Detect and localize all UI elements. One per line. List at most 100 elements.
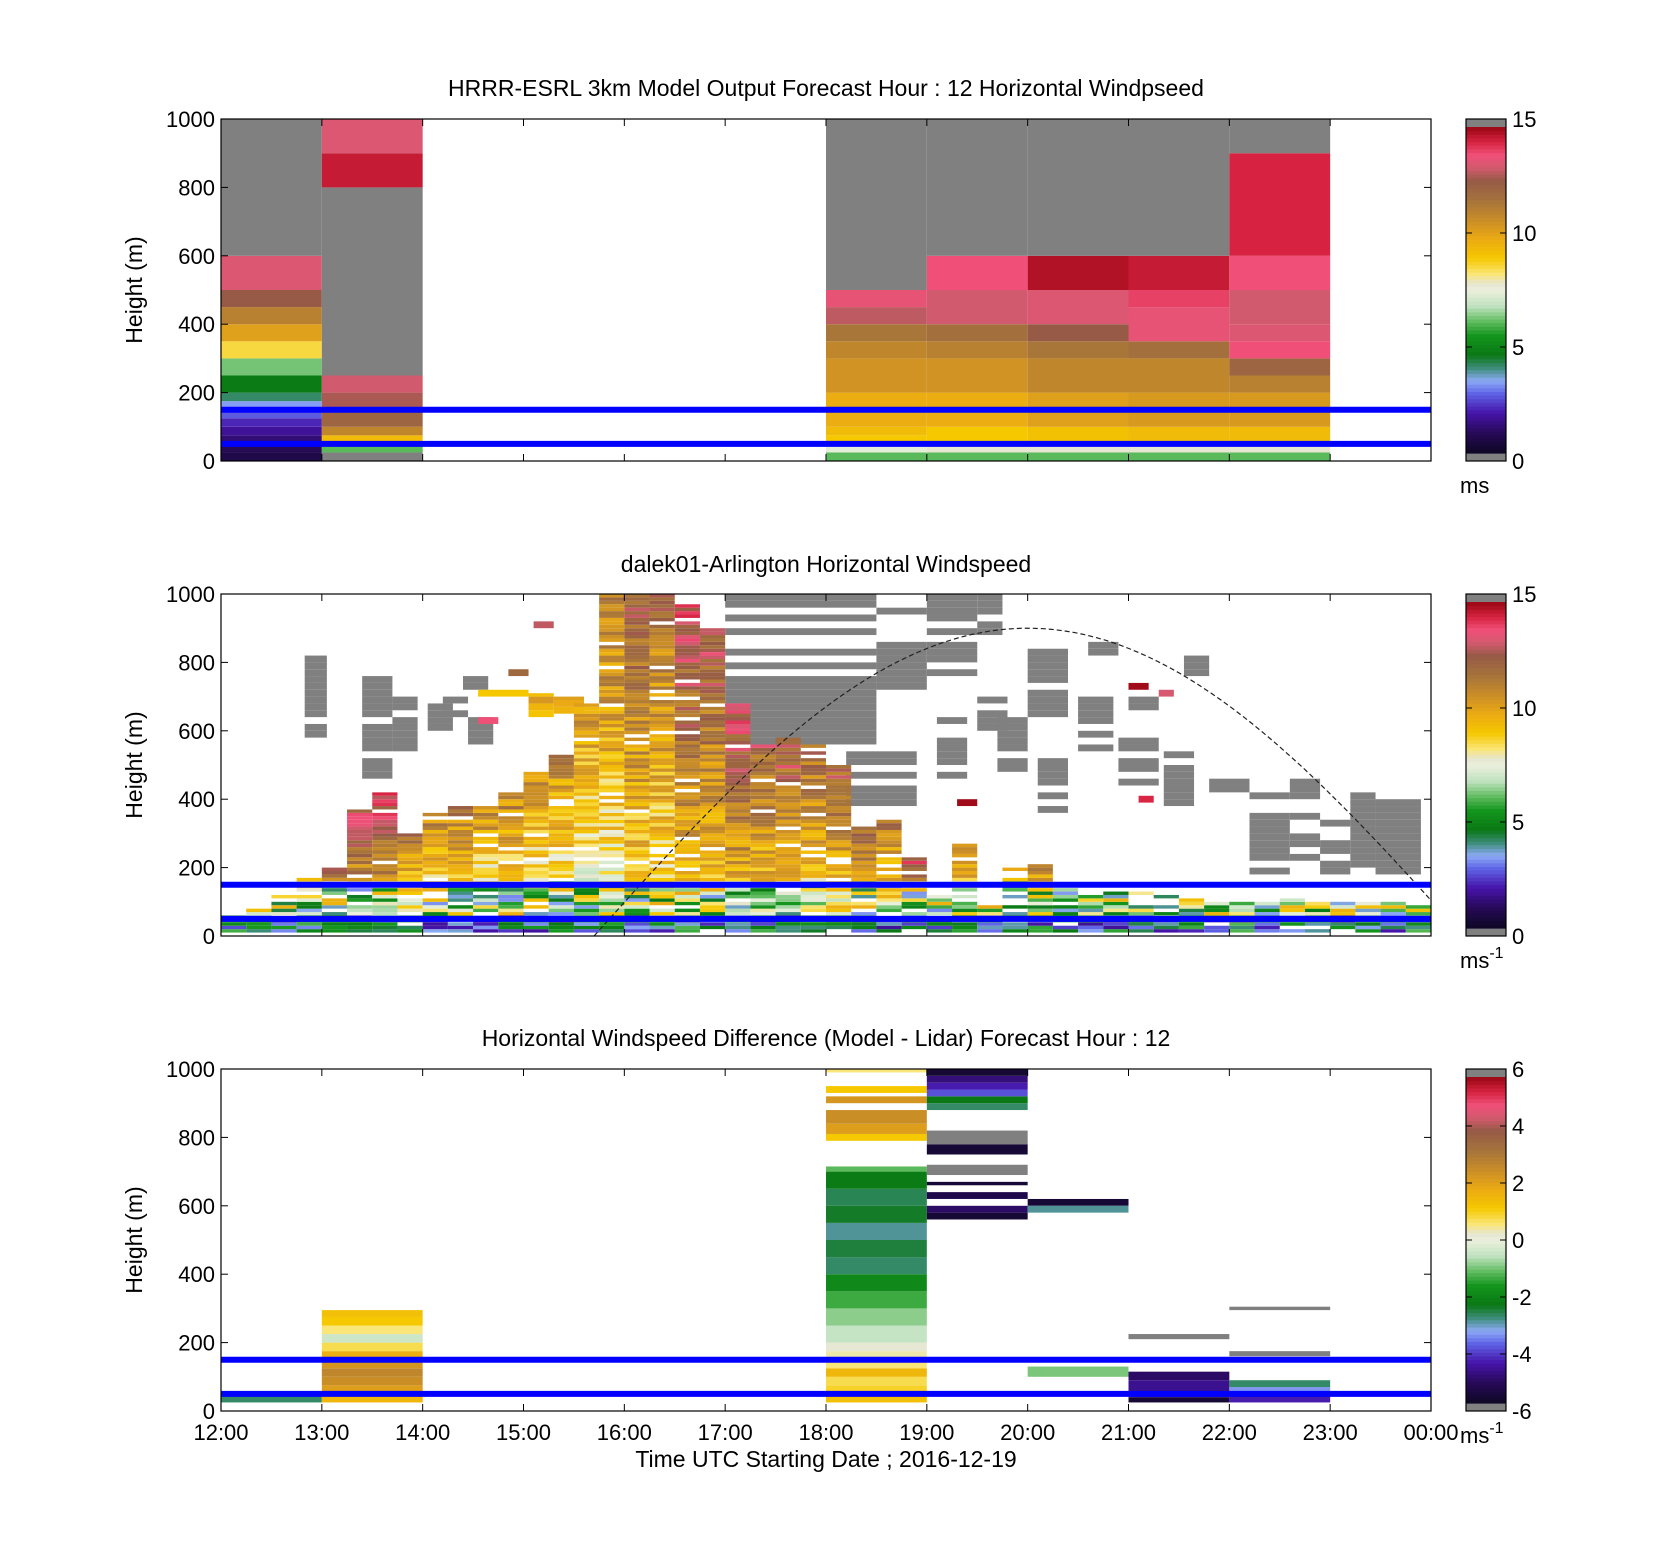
data-cell	[599, 693, 625, 697]
data-cell	[926, 1069, 1028, 1076]
data-cell	[699, 912, 726, 916]
data-cell	[523, 871, 549, 875]
data-cell	[926, 922, 953, 926]
data-cell	[1229, 452, 1331, 461]
colorbar-segment	[1466, 1084, 1506, 1089]
data-cell	[221, 324, 322, 342]
data-cell	[1350, 853, 1376, 861]
data-cell	[498, 867, 524, 872]
colorbar-segment	[1466, 1352, 1506, 1357]
data-cell	[926, 614, 978, 622]
data-cell	[649, 734, 675, 738]
data-cell	[699, 700, 726, 704]
colorbar-segment	[1466, 855, 1506, 860]
data-cell	[725, 785, 751, 789]
colorbar-segment	[1466, 826, 1506, 831]
data-cell	[422, 823, 448, 827]
data-cell	[553, 696, 584, 701]
data-cell	[422, 836, 448, 841]
data-cell	[977, 723, 1008, 731]
data-cell	[649, 912, 675, 916]
data-cell	[800, 850, 826, 854]
data-cell	[372, 847, 398, 851]
data-cell	[674, 669, 700, 673]
data-cell	[952, 843, 978, 848]
data-cell	[422, 812, 448, 817]
data-cell	[573, 802, 600, 807]
data-cell	[362, 765, 393, 772]
data-cell	[977, 710, 1008, 718]
data-cell	[649, 723, 675, 728]
data-cell	[674, 611, 700, 615]
data-cell	[473, 840, 499, 844]
data-cell	[473, 901, 499, 906]
colorbar-segment	[1466, 221, 1506, 226]
data-cell	[372, 894, 398, 899]
data-cell	[1229, 255, 1331, 290]
data-cell	[599, 908, 625, 913]
data-cell	[296, 894, 322, 899]
colorbar-segment	[1466, 1319, 1506, 1324]
data-cell	[1330, 925, 1356, 930]
data-cell	[473, 898, 499, 902]
data-cell	[725, 727, 751, 731]
data-cell	[699, 843, 726, 848]
data-cell	[699, 761, 726, 765]
data-cell	[1350, 847, 1376, 854]
data-cell	[624, 713, 650, 718]
data-cell	[1380, 905, 1406, 909]
data-cell	[1350, 792, 1376, 800]
panel-3: Horizontal Windspeed Difference (Model -…	[121, 1025, 1532, 1448]
data-cell	[599, 778, 625, 783]
data-cell	[826, 1359, 927, 1369]
data-cell	[699, 819, 726, 824]
data-cell	[750, 833, 776, 837]
data-cell	[800, 908, 826, 913]
data-cell	[523, 843, 549, 848]
data-cell	[699, 727, 726, 731]
data-cell	[1289, 833, 1321, 841]
data-cell	[372, 843, 398, 848]
data-cell	[1128, 1334, 1230, 1340]
data-cell	[624, 682, 650, 687]
data-cell	[1405, 922, 1431, 926]
data-cell	[750, 802, 776, 807]
data-cell	[573, 871, 600, 875]
colorbar-segment	[1466, 1095, 1506, 1100]
data-cell	[599, 645, 625, 649]
colorbar-segment	[1466, 369, 1506, 374]
data-cell	[473, 894, 499, 899]
data-cell	[775, 792, 801, 796]
data-cell	[624, 771, 650, 776]
data-cell	[498, 853, 524, 858]
data-cell	[826, 799, 852, 803]
data-cell	[573, 826, 600, 830]
x-tick-label: 17:00	[698, 1420, 753, 1445]
data-cell	[599, 713, 625, 718]
colorbar-tick-label: -2	[1512, 1285, 1532, 1310]
data-cell	[397, 853, 423, 858]
data-cell	[624, 614, 650, 618]
data-cell	[826, 452, 927, 461]
data-cell	[1128, 341, 1230, 359]
data-cell	[1375, 833, 1421, 841]
data-cell	[649, 901, 675, 906]
colorbar-segment	[1466, 1200, 1506, 1205]
data-cell	[649, 611, 675, 615]
data-cell	[725, 894, 751, 899]
data-cell	[699, 751, 726, 755]
colorbar-tick-label: 15	[1512, 107, 1536, 132]
data-cell	[548, 816, 574, 820]
data-cell	[699, 669, 726, 673]
data-cell	[851, 877, 877, 882]
data-cell	[876, 843, 902, 848]
data-cell	[826, 307, 927, 325]
data-cell	[674, 771, 700, 776]
data-cell	[1375, 840, 1421, 848]
data-cell	[901, 901, 927, 906]
data-cell	[624, 806, 650, 810]
data-cell	[876, 929, 902, 933]
data-cell	[246, 908, 272, 913]
data-cell	[901, 877, 927, 882]
data-cell	[624, 802, 650, 807]
